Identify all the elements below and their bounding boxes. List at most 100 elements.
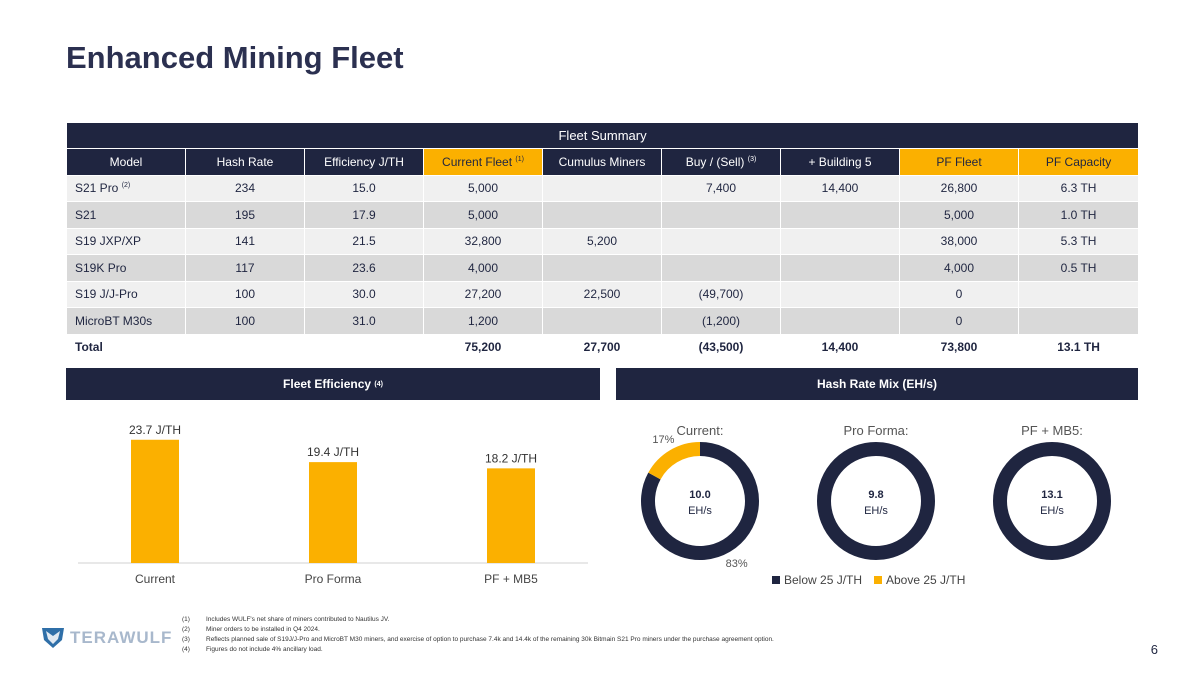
table-cell: 1.0 TH <box>1017 201 1140 229</box>
table-cell: 21.5 <box>304 227 424 255</box>
hash-rate-mix-title: Hash Rate Mix (EH/s) <box>816 377 938 391</box>
table-row: MicroBT M30s 100 31.0 1,200 (1,200) 0 <box>66 307 1140 335</box>
donut-center-label: EH/s <box>688 505 712 517</box>
model-cell: S19 JXP/XP <box>66 227 186 255</box>
fleet-efficiency-header: Fleet Efficiency (4) <box>66 368 600 400</box>
footnote: (2) Miner orders to be installed in Q4 20… <box>182 625 774 635</box>
total-cell: 27,700 <box>542 333 662 361</box>
header-label: PF Fleet <box>936 154 982 169</box>
wolf-shield-icon <box>42 628 64 648</box>
table-header-row: Model Hash Rate Efficiency J/TH Current Fle… <box>66 148 1140 176</box>
table-cell <box>542 254 662 282</box>
model-name: S19 J/J-Pro <box>75 287 138 302</box>
model-cell: S21 <box>66 201 186 229</box>
x-tick-label: Current <box>135 572 176 586</box>
table-header-cell: Buy / (Sell) (3) <box>661 148 781 176</box>
table-cell: 26,800 <box>899 174 1019 202</box>
fleet-efficiency-title: Fleet Efficiency <box>283 377 372 391</box>
table-header-cell: Current Fleet (1) <box>423 148 543 176</box>
footnote-text: Miner orders to be installed in Q4 2024. <box>206 626 320 633</box>
table-cell <box>661 254 781 282</box>
table-row: S19 JXP/XP 141 21.5 32,800 5,200 38,000 5.3 TH <box>66 227 1140 255</box>
total-cell: 13.1 TH <box>1017 333 1140 361</box>
table-cell: 6.3 TH <box>1017 174 1140 202</box>
table-cell: 15.0 <box>304 174 424 202</box>
table-cell <box>661 201 781 229</box>
table-cell: 7,400 <box>661 174 781 202</box>
logo-wordmark: TERAWULF <box>70 628 173 647</box>
fleet-efficiency-footnote-ref: (4) <box>374 380 383 388</box>
fleet-summary-table: Fleet Summary Model Hash Rate Efficiency J… <box>65 122 1140 361</box>
table-cell: 5,000 <box>423 201 543 229</box>
model-cell: S19K Pro <box>66 254 186 282</box>
model-name: S19K Pro <box>75 260 127 275</box>
table-cell: 30.0 <box>304 280 424 308</box>
footnote-number: (2) <box>182 626 190 633</box>
table-cell: 0 <box>899 280 1019 308</box>
model-name: S19 JXP/XP <box>75 234 142 249</box>
donut-title: PF + MB5: <box>1021 423 1083 438</box>
bar-data-label: 23.7 J/TH <box>129 423 181 437</box>
table-cell: 0.5 TH <box>1017 254 1140 282</box>
table-header-cell: PF Fleet <box>899 148 1019 176</box>
legend-swatch <box>874 576 882 584</box>
donut-data-label: 83% <box>726 558 748 570</box>
donut-segment <box>648 442 701 480</box>
total-cell: 14,400 <box>780 333 900 361</box>
donut-segment <box>817 442 935 560</box>
table-cell: 195 <box>185 201 305 229</box>
total-row: Total 75,200 27,700 (43,500) 14,400 73,800 13.… <box>66 333 1140 361</box>
table-cell: 234 <box>185 174 305 202</box>
footnote-text: Figures do not include 4% ancillary load… <box>206 646 323 653</box>
header-label: Cumulus Miners <box>558 154 646 169</box>
page-title: Enhanced Mining Fleet <box>66 40 404 75</box>
table-cell: 5.3 TH <box>1017 227 1140 255</box>
table-cell: 4,000 <box>423 254 543 282</box>
table-cell: (49,700) <box>661 280 781 308</box>
bar <box>309 462 357 563</box>
model-name: S21 <box>75 207 97 222</box>
total-cell <box>185 333 305 361</box>
table-cell <box>780 280 900 308</box>
donut-center-label: 9.8 <box>868 489 883 501</box>
x-tick-label: Pro Forma <box>305 572 362 586</box>
table-cell: (1,200) <box>661 307 781 335</box>
footnote-number: (1) <box>182 616 190 623</box>
total-cell: 75,200 <box>423 333 543 361</box>
total-cell: (43,500) <box>661 333 781 361</box>
table-header-cell: Cumulus Miners <box>542 148 662 176</box>
header-label: Efficiency J/TH <box>324 154 404 169</box>
model-cell: S21 Pro (2) <box>66 174 186 202</box>
table-cell: 32,800 <box>423 227 543 255</box>
footnote-text: Includes WULF's net share of miners cont… <box>206 616 390 623</box>
donut-title: Pro Forma: <box>843 423 908 438</box>
header-label: Model <box>109 154 143 169</box>
table-header-cell: Hash Rate <box>185 148 305 176</box>
table-cell: 5,200 <box>542 227 662 255</box>
table-row: S19K Pro 117 23.6 4,000 4,000 0.5 TH <box>66 254 1140 282</box>
table-cell <box>661 227 781 255</box>
donut-center-label: EH/s <box>864 505 888 517</box>
table-cell: 31.0 <box>304 307 424 335</box>
table-cell: 4,000 <box>899 254 1019 282</box>
donut-center-label: 10.0 <box>689 489 710 501</box>
table-cell <box>542 201 662 229</box>
page-number: 6 <box>1150 642 1158 657</box>
footnote-ref: (1) <box>515 155 524 163</box>
footnote: (1) Includes WULF's net share of miners c… <box>182 615 774 625</box>
footnote-text: Reflects planned sale of S19J/J-Pro and … <box>206 636 774 643</box>
model-name: S21 Pro <box>75 181 119 196</box>
donut-center-label: EH/s <box>1040 505 1064 517</box>
table-cell: 23.6 <box>304 254 424 282</box>
bar-data-label: 18.2 J/TH <box>485 451 537 465</box>
table-cell <box>1017 307 1140 335</box>
table-cell: 100 <box>185 307 305 335</box>
donut-segment <box>993 442 1111 560</box>
table-cell <box>780 201 900 229</box>
table-cell: 14,400 <box>780 174 900 202</box>
donut-data-label: 17% <box>652 434 674 446</box>
footnote-number: (3) <box>182 636 190 643</box>
donut-center-label: 13.1 <box>1041 489 1062 501</box>
table-header-cell: + Building 5 <box>780 148 900 176</box>
header-label: Current Fleet <box>442 154 513 169</box>
